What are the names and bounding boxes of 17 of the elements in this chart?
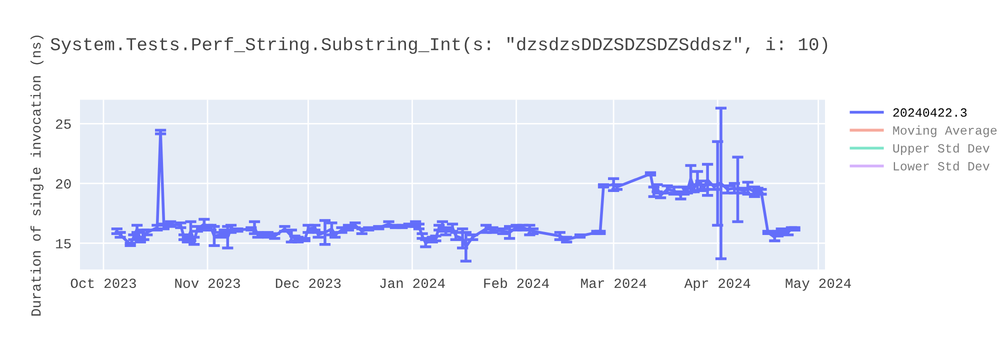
x-tick-label: Apr 2024 [684, 278, 750, 291]
y-tick-label: 15 [56, 239, 71, 248]
x-tick-label: Oct 2023 [70, 278, 136, 288]
x-tick-label: May 2024 [786, 278, 851, 291]
x-tick-label: Nov 2023 [175, 278, 240, 288]
chart-title: System.Tests.Perf_String.Substring_Int(s: "dzsdzsDDZSDZSDZSddsz", i: 10) [50, 37, 828, 54]
x-tick-label: Jan 2024 [380, 278, 445, 288]
y-axis-title: Duration of single invocation (ns) [30, 36, 44, 316]
legend-label: Moving Average [893, 126, 997, 138]
legend-label: 20240422.3 [893, 108, 967, 117]
x-tick-label: Dec 2023 [276, 278, 341, 288]
y-tick-label: 20 [56, 179, 71, 189]
y-tick-label: 25 [56, 119, 71, 129]
legend-label: Lower Std Dev [894, 161, 990, 171]
x-tick-label: Mar 2024 [581, 278, 646, 288]
x-tick-label: Feb 2024 [484, 278, 549, 288]
legend-label: Upper Std Dev [893, 143, 990, 156]
